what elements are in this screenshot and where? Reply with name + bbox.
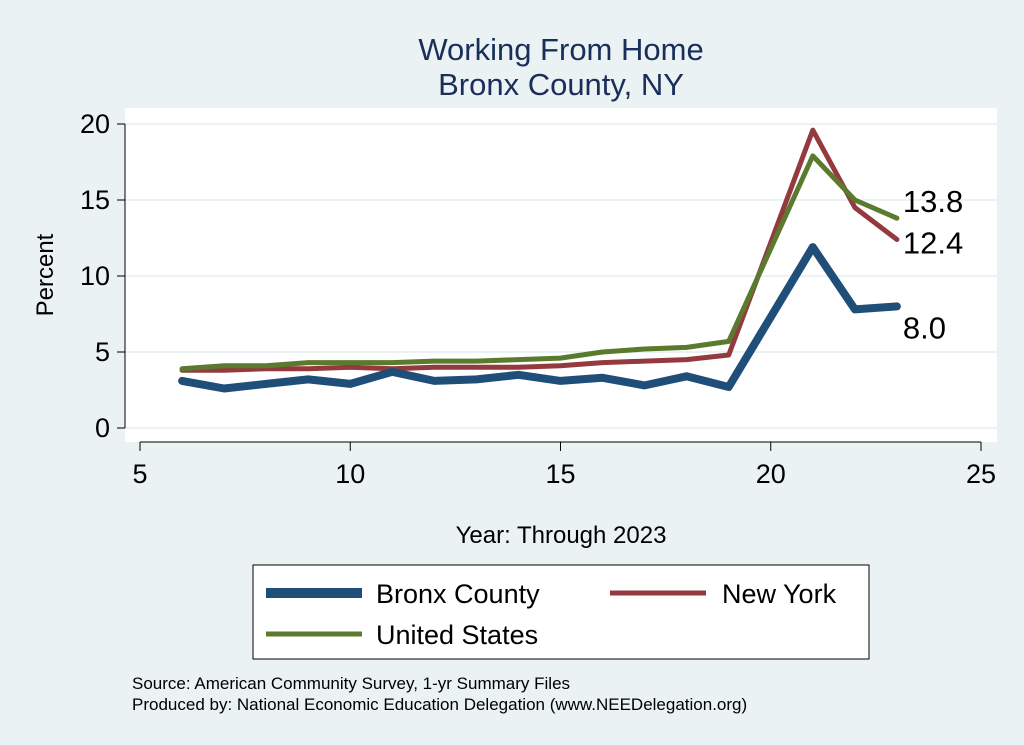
- source-line-1: Source: American Community Survey, 1-yr …: [132, 674, 570, 693]
- y-tick-label: 15: [80, 185, 110, 215]
- x-tick-label: 25: [966, 459, 996, 489]
- end-labels: 8.0 12.4 13.8: [903, 184, 963, 345]
- series-lines: [178, 127, 901, 393]
- x-tick-label: 10: [335, 459, 365, 489]
- end-label-bronx-county: 8.0: [903, 310, 946, 345]
- legend-label-bronx-county: Bronx County: [376, 579, 540, 609]
- series-line-bronx-county: [178, 243, 901, 393]
- x-tick-label: 5: [132, 459, 147, 489]
- legend: Bronx County New York United States: [252, 564, 870, 660]
- x-tick-label: 20: [756, 459, 786, 489]
- end-label-united-states: 13.8: [903, 184, 963, 219]
- x-tick-label: 15: [545, 459, 575, 489]
- gridlines: [125, 123, 997, 429]
- legend-label-united-states: United States: [376, 620, 538, 650]
- y-axis-label: Percent: [32, 233, 59, 316]
- legend-label-new-york: New York: [722, 579, 837, 609]
- end-label-new-york: 12.4: [903, 226, 963, 261]
- legend-box: [252, 564, 870, 660]
- series-line-united-states: [179, 153, 900, 372]
- chart-title-line-1: Working From Home: [418, 32, 703, 67]
- y-tick-label: 0: [95, 413, 110, 443]
- y-tick-label: 20: [80, 109, 110, 139]
- y-tick-label: 5: [95, 337, 110, 367]
- y-tick-label: 10: [80, 261, 110, 291]
- source-line-2: Produced by: National Economic Education…: [132, 695, 747, 714]
- x-axis-label: Year: Through 2023: [456, 522, 667, 549]
- chart-title-line-2: Bronx County, NY: [438, 67, 684, 102]
